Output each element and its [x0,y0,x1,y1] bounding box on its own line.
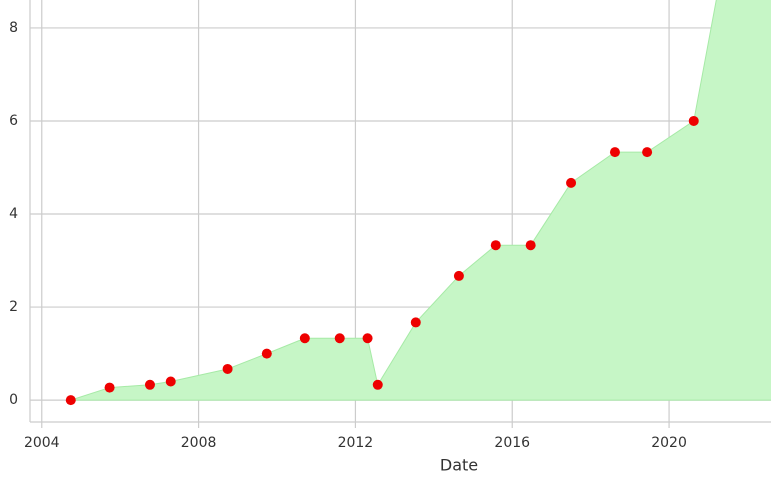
data-point [609,147,620,158]
data-point [144,379,155,390]
x-tick-label: 2012 [338,435,374,451]
x-tick-label: 2016 [494,435,530,451]
x-tick-label: 2020 [651,435,687,451]
x-tick-label: 2008 [181,435,217,451]
data-point [525,240,536,251]
data-point [688,115,699,126]
data-point [362,333,373,344]
data-point [65,395,76,406]
x-axis-label: Date [440,456,478,475]
plot-area [65,0,771,406]
data-point [642,147,653,158]
area [70,0,771,401]
data-point [261,348,272,359]
data-point [372,379,383,390]
data-point [453,270,464,281]
data-point [104,382,115,393]
data-point [490,240,501,251]
data-point [334,333,345,344]
data-point [165,376,176,387]
y-tick-label: 2 [9,299,18,315]
data-point [299,333,310,344]
data-point [566,177,577,188]
data-point [222,363,233,374]
y-tick-label: 8 [9,20,18,36]
x-tick-label: 2004 [24,435,60,451]
y-tick-label: 0 [9,392,18,408]
y-tick-label: 6 [9,113,18,129]
y-tick-label: 4 [9,206,18,222]
data-point [410,317,421,328]
